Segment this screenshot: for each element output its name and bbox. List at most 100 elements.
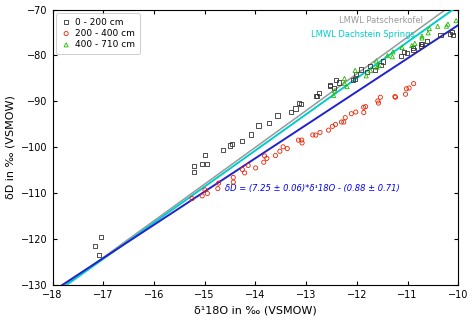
0 - 200 cm	[364, 69, 371, 74]
0 - 200 cm	[247, 132, 255, 137]
0 - 200 cm	[357, 67, 365, 72]
200 - 400 cm	[298, 140, 306, 145]
0 - 200 cm	[228, 142, 236, 147]
0 - 200 cm	[417, 44, 425, 49]
Text: δD = (7.25 ± 0.06)*δ¹18O - (0.88 ± 0.71): δD = (7.25 ± 0.06)*δ¹18O - (0.88 ± 0.71)	[225, 184, 400, 193]
400 - 710 cm	[363, 73, 370, 78]
Text: LMWL Dachstein Springs: LMWL Dachstein Springs	[311, 30, 415, 39]
200 - 400 cm	[360, 105, 367, 110]
400 - 710 cm	[418, 33, 426, 39]
0 - 200 cm	[333, 77, 340, 82]
200 - 400 cm	[215, 180, 222, 186]
400 - 710 cm	[411, 41, 419, 46]
200 - 400 cm	[295, 138, 302, 143]
0 - 200 cm	[295, 100, 303, 106]
400 - 710 cm	[426, 26, 433, 31]
200 - 400 cm	[312, 133, 319, 138]
0 - 200 cm	[372, 67, 379, 72]
200 - 400 cm	[188, 196, 196, 201]
200 - 400 cm	[362, 104, 369, 109]
0 - 200 cm	[313, 93, 321, 99]
200 - 400 cm	[201, 187, 209, 193]
0 - 200 cm	[91, 243, 99, 248]
0 - 200 cm	[219, 147, 227, 152]
0 - 200 cm	[238, 138, 246, 143]
200 - 400 cm	[391, 94, 399, 99]
400 - 710 cm	[373, 58, 380, 64]
0 - 200 cm	[203, 161, 211, 167]
200 - 400 cm	[410, 81, 418, 86]
200 - 400 cm	[241, 170, 248, 176]
400 - 710 cm	[330, 93, 337, 98]
400 - 710 cm	[373, 65, 381, 70]
0 - 200 cm	[255, 123, 262, 128]
Legend: 0 - 200 cm, 200 - 400 cm, 400 - 710 cm: 0 - 200 cm, 200 - 400 cm, 400 - 710 cm	[56, 13, 140, 54]
0 - 200 cm	[287, 110, 294, 115]
400 - 710 cm	[424, 30, 432, 35]
200 - 400 cm	[374, 98, 382, 103]
0 - 200 cm	[190, 169, 198, 175]
400 - 710 cm	[384, 53, 392, 58]
200 - 400 cm	[352, 109, 360, 115]
200 - 400 cm	[332, 122, 339, 127]
0 - 200 cm	[400, 50, 408, 55]
0 - 200 cm	[449, 32, 457, 38]
200 - 400 cm	[405, 85, 413, 91]
200 - 400 cm	[347, 111, 355, 116]
400 - 710 cm	[351, 68, 359, 73]
0 - 200 cm	[377, 62, 384, 67]
200 - 400 cm	[214, 186, 222, 191]
400 - 710 cm	[389, 49, 397, 55]
200 - 400 cm	[229, 179, 237, 185]
200 - 400 cm	[375, 100, 383, 106]
200 - 400 cm	[401, 91, 409, 97]
0 - 200 cm	[97, 234, 105, 239]
200 - 400 cm	[203, 191, 211, 196]
200 - 400 cm	[260, 160, 267, 165]
200 - 400 cm	[261, 153, 268, 159]
200 - 400 cm	[325, 127, 332, 133]
0 - 200 cm	[448, 30, 456, 35]
400 - 710 cm	[341, 76, 348, 81]
Y-axis label: δD in ‰ (VSMOW): δD in ‰ (VSMOW)	[6, 95, 16, 199]
200 - 400 cm	[263, 156, 271, 161]
200 - 400 cm	[392, 95, 399, 100]
400 - 710 cm	[444, 22, 452, 27]
0 - 200 cm	[380, 59, 387, 64]
0 - 200 cm	[335, 80, 343, 85]
400 - 710 cm	[389, 54, 396, 59]
0 - 200 cm	[351, 76, 359, 81]
0 - 200 cm	[327, 83, 334, 88]
400 - 710 cm	[367, 68, 374, 73]
0 - 200 cm	[349, 77, 356, 82]
0 - 200 cm	[312, 94, 319, 99]
200 - 400 cm	[272, 153, 279, 158]
0 - 200 cm	[417, 41, 425, 47]
200 - 400 cm	[229, 175, 237, 180]
200 - 400 cm	[341, 115, 349, 120]
200 - 400 cm	[276, 149, 283, 154]
0 - 200 cm	[330, 85, 337, 90]
400 - 710 cm	[452, 18, 460, 23]
0 - 200 cm	[366, 63, 374, 68]
400 - 710 cm	[434, 24, 441, 29]
200 - 400 cm	[328, 124, 336, 129]
0 - 200 cm	[326, 83, 333, 88]
200 - 400 cm	[238, 167, 246, 172]
0 - 200 cm	[437, 32, 444, 37]
0 - 200 cm	[410, 48, 417, 53]
0 - 200 cm	[403, 51, 411, 56]
0 - 200 cm	[95, 252, 103, 257]
0 - 200 cm	[447, 31, 454, 37]
400 - 710 cm	[398, 45, 406, 50]
0 - 200 cm	[273, 113, 281, 118]
400 - 710 cm	[375, 63, 383, 68]
0 - 200 cm	[265, 120, 273, 125]
200 - 400 cm	[199, 193, 206, 198]
0 - 200 cm	[418, 41, 426, 46]
200 - 400 cm	[316, 130, 324, 135]
400 - 710 cm	[341, 81, 348, 86]
0 - 200 cm	[199, 161, 206, 166]
0 - 200 cm	[190, 163, 198, 169]
0 - 200 cm	[353, 71, 360, 76]
